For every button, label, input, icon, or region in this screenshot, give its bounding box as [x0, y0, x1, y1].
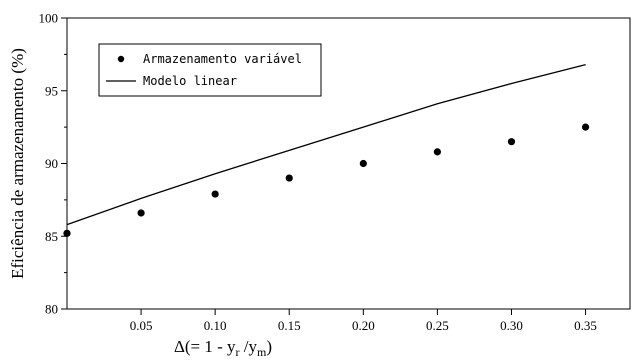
y-axis-ticks: 80 85 90 95 100	[39, 11, 67, 317]
data-point	[285, 174, 293, 182]
x-tick-label-0.20: 0.20	[352, 318, 375, 333]
x-tick-label-0.35: 0.35	[574, 318, 597, 333]
series-line-path	[66, 63, 586, 226]
y-tick-label-90: 90	[45, 156, 58, 171]
legend: Armazenamento variável Modelo linear	[98, 43, 322, 97]
legend-marker-armazenamento-variavel	[117, 55, 125, 63]
data-point	[63, 229, 71, 237]
x-axis-title-mid: /y	[240, 337, 258, 356]
x-tick-label-0.10: 0.10	[204, 318, 227, 333]
x-axis-ticks: 0.05 0.10 0.15 0.20 0.25 0.30 0.35	[130, 309, 597, 333]
x-axis-title-prefix: Δ(= 1 - y	[174, 337, 236, 356]
y-axis-title: Eficiência de armazenamento (%)	[8, 48, 27, 279]
x-axis-title-suffix: )	[266, 337, 272, 356]
x-axis-title-sub-m: m	[257, 345, 267, 359]
data-point	[359, 159, 367, 168]
data-point	[581, 123, 590, 131]
series-modelo-linear	[66, 63, 586, 226]
data-point	[433, 148, 441, 156]
y-tick-label-95: 95	[45, 83, 58, 98]
series-armazenamento-variavel	[63, 123, 590, 237]
y-tick-label-100: 100	[39, 11, 59, 26]
y-tick-label-85: 85	[45, 229, 58, 244]
y-tick-label-80: 80	[45, 302, 58, 317]
x-axis-title-sub-r: r	[236, 345, 240, 359]
data-point	[211, 190, 219, 198]
x-tick-label-0.05: 0.05	[130, 318, 153, 333]
legend-label-modelo-linear: Modelo linear	[143, 74, 237, 88]
x-tick-label-0.25: 0.25	[426, 318, 449, 333]
x-tick-label-0.15: 0.15	[278, 318, 301, 333]
legend-box	[98, 43, 322, 97]
data-point	[507, 138, 516, 146]
x-axis-title: Δ(= 1 - yr /ym)	[174, 337, 272, 359]
data-point	[137, 209, 145, 217]
x-tick-label-0.30: 0.30	[500, 318, 523, 333]
legend-label-armazenamento-variavel: Armazenamento variável	[143, 52, 302, 66]
